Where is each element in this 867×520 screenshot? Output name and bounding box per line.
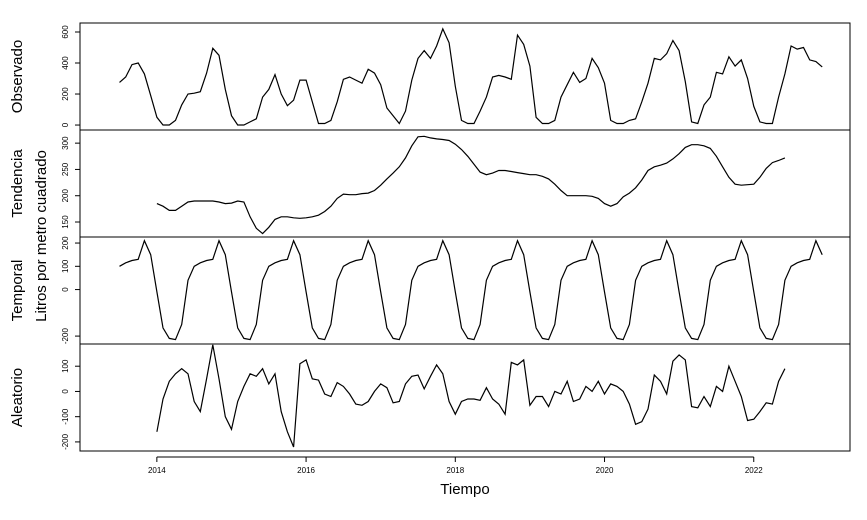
y-tick-label: -100 (61, 408, 70, 425)
panel-label: Observado (9, 40, 26, 113)
y-tick-label: 0 (61, 389, 70, 394)
y-tick-label: 0 (61, 287, 70, 292)
series-line (156, 344, 786, 448)
x-tick-label: 2016 (297, 466, 315, 475)
x-axis-title: Tiempo (440, 481, 489, 498)
series-line (119, 27, 823, 126)
y-tick-label: 100 (61, 259, 70, 273)
y-tick-label: -200 (61, 433, 70, 450)
x-tick-label: 2018 (446, 466, 464, 475)
series-line (119, 239, 823, 341)
y-tick-label: 0 (61, 122, 70, 127)
panel-frame (79, 22, 851, 131)
panel-frame (79, 343, 851, 452)
y-tick-label: 150 (61, 215, 70, 229)
y-tick-label: 600 (61, 25, 70, 39)
y-axis-title: Litros por metro cuadrado (33, 150, 50, 322)
y-tick-label: 200 (61, 87, 70, 101)
series-line (156, 135, 786, 235)
y-tick-label: 400 (61, 56, 70, 70)
y-tick-label: 200 (61, 189, 70, 203)
y-tick-label: 250 (61, 162, 70, 176)
y-tick-label: 200 (61, 236, 70, 250)
panel-label: Tendencia (9, 149, 26, 218)
panel-label: Aleatorio (9, 368, 26, 427)
y-tick-label: 100 (61, 359, 70, 373)
panel-label: Temporal (9, 260, 26, 322)
x-tick-label: 2020 (596, 466, 614, 475)
x-tick-label: 2022 (745, 466, 763, 475)
x-tick-label: 2014 (148, 466, 166, 475)
y-tick-label: -200 (61, 328, 70, 345)
y-tick-label: 300 (61, 136, 70, 150)
panel-frame (79, 236, 851, 345)
